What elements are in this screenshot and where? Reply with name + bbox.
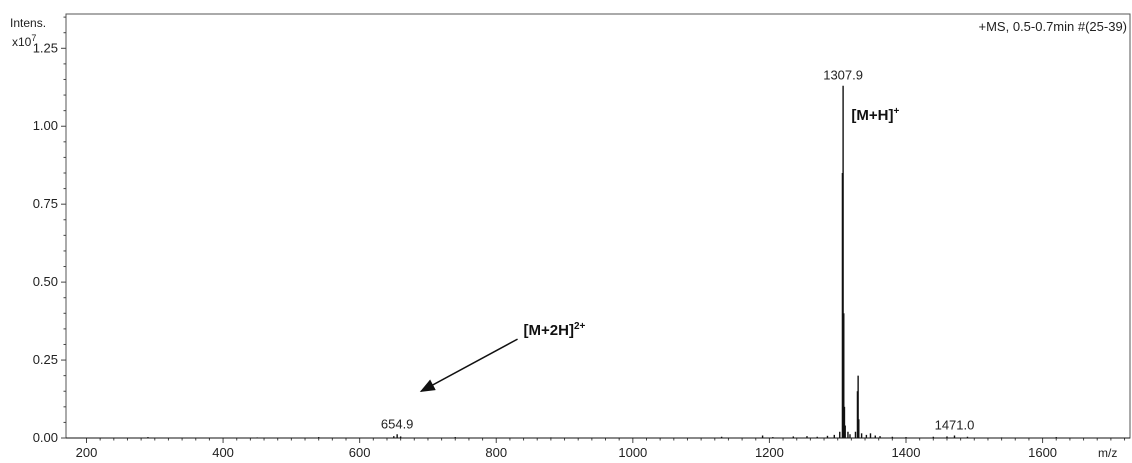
y-tick-label: 1.00 — [33, 118, 58, 133]
chart-title: +MS, 0.5-0.7min #(25-39) — [979, 19, 1127, 34]
annotation-charge: + — [893, 106, 899, 117]
x-axis: 200 400 600 800 1000 1200 1400 1600 — [76, 438, 1126, 460]
annotation-label: [M+H]+ — [851, 106, 899, 124]
x-tick-label: 1400 — [892, 445, 921, 460]
y-tick-label: 0.50 — [33, 274, 58, 289]
x-tick-label: 1600 — [1028, 445, 1057, 460]
y-tick-label: 0.00 — [33, 430, 58, 445]
y-tick-label: 1.25 — [33, 40, 58, 55]
y-axis-scale: x107 — [12, 33, 36, 49]
plot-frame — [65, 13, 1131, 439]
peak-label: 1471.0 — [935, 418, 975, 433]
peak-labels: 1307.9 654.9 1471.0 — [381, 68, 974, 433]
y-axis-label: Intens. — [10, 16, 46, 30]
y-axis: 0.00 0.25 0.50 0.75 1.00 1.25 — [33, 16, 66, 445]
y-tick-label: 0.25 — [33, 352, 58, 367]
annotation-label: [M+2H]2+ — [524, 321, 586, 339]
x-axis-label: m/z — [1098, 446, 1117, 460]
x-tick-label: 200 — [76, 445, 98, 460]
x-tick-label: 600 — [349, 445, 371, 460]
y-axis-scale-base: x10 — [12, 35, 32, 49]
peak-label: 1307.9 — [823, 68, 863, 83]
peak-label: 654.9 — [381, 416, 414, 431]
x-tick-label: 400 — [212, 445, 234, 460]
y-axis-scale-exponent: 7 — [31, 33, 36, 43]
y-tick-label: 0.75 — [33, 196, 58, 211]
annotation-text: [M+2H] — [524, 322, 574, 339]
x-tick-label: 1000 — [618, 445, 647, 460]
annotation-text: [M+H] — [851, 107, 893, 124]
annotation-arrow — [419, 338, 518, 392]
spectrum-trace — [66, 85, 1130, 439]
annotation-charge: 2+ — [574, 321, 586, 332]
x-tick-label: 1200 — [755, 445, 784, 460]
annotations: [M+H]+ [M+2H]2+ — [419, 106, 899, 392]
x-tick-label: 800 — [485, 445, 507, 460]
